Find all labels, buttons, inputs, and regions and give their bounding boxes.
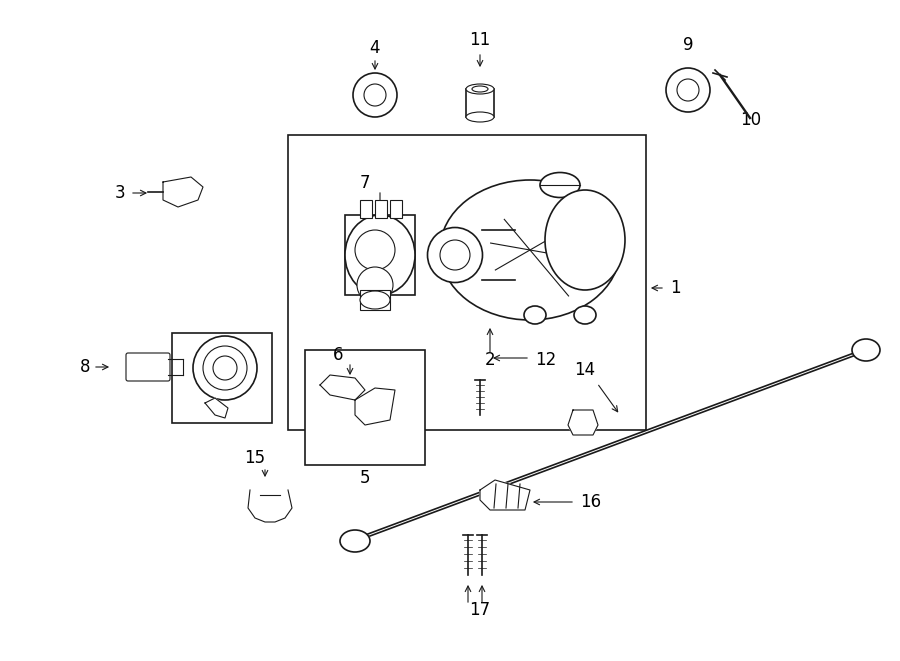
Ellipse shape (466, 84, 494, 94)
Circle shape (193, 336, 257, 400)
Bar (288, 135, 646, 430)
Polygon shape (163, 177, 203, 207)
Text: 13: 13 (140, 359, 162, 377)
Text: 11: 11 (470, 31, 490, 49)
Text: 16: 16 (580, 493, 601, 511)
Ellipse shape (852, 339, 880, 361)
Circle shape (203, 346, 247, 390)
Ellipse shape (440, 240, 470, 270)
FancyBboxPatch shape (126, 353, 170, 381)
Text: 4: 4 (370, 39, 380, 57)
Ellipse shape (545, 190, 625, 290)
Bar (345, 215, 415, 295)
Ellipse shape (524, 306, 546, 324)
Polygon shape (568, 410, 598, 435)
Text: 6: 6 (333, 346, 343, 364)
Text: 1: 1 (670, 279, 680, 297)
Ellipse shape (360, 291, 390, 309)
Polygon shape (248, 490, 292, 522)
Text: 17: 17 (470, 601, 490, 619)
Text: 15: 15 (245, 449, 266, 467)
Circle shape (353, 73, 397, 117)
Ellipse shape (340, 530, 370, 552)
Bar (375, 200, 387, 218)
Text: 14: 14 (574, 361, 596, 379)
Text: 12: 12 (535, 351, 556, 369)
Ellipse shape (466, 112, 494, 122)
Text: 10: 10 (740, 111, 761, 129)
Bar (305, 350, 425, 465)
Ellipse shape (472, 86, 488, 92)
Ellipse shape (345, 215, 415, 295)
Circle shape (666, 68, 710, 112)
Ellipse shape (574, 306, 596, 324)
Ellipse shape (440, 180, 620, 320)
Polygon shape (355, 388, 395, 425)
Bar (360, 200, 372, 218)
Bar (360, 290, 390, 310)
Bar (390, 200, 402, 218)
Text: 9: 9 (683, 36, 693, 54)
Bar (172, 333, 272, 423)
Bar (466, 89, 494, 117)
Circle shape (357, 267, 393, 303)
Polygon shape (480, 480, 530, 510)
Text: 7: 7 (360, 174, 370, 192)
Circle shape (364, 84, 386, 106)
Text: 5: 5 (360, 469, 370, 487)
Text: 3: 3 (115, 184, 126, 202)
Circle shape (355, 230, 395, 270)
Circle shape (677, 79, 699, 101)
Circle shape (213, 356, 237, 380)
Text: 8: 8 (80, 358, 91, 376)
Polygon shape (205, 398, 228, 418)
Polygon shape (320, 375, 365, 400)
Text: 2: 2 (485, 351, 495, 369)
Ellipse shape (540, 173, 580, 198)
Ellipse shape (428, 227, 482, 282)
